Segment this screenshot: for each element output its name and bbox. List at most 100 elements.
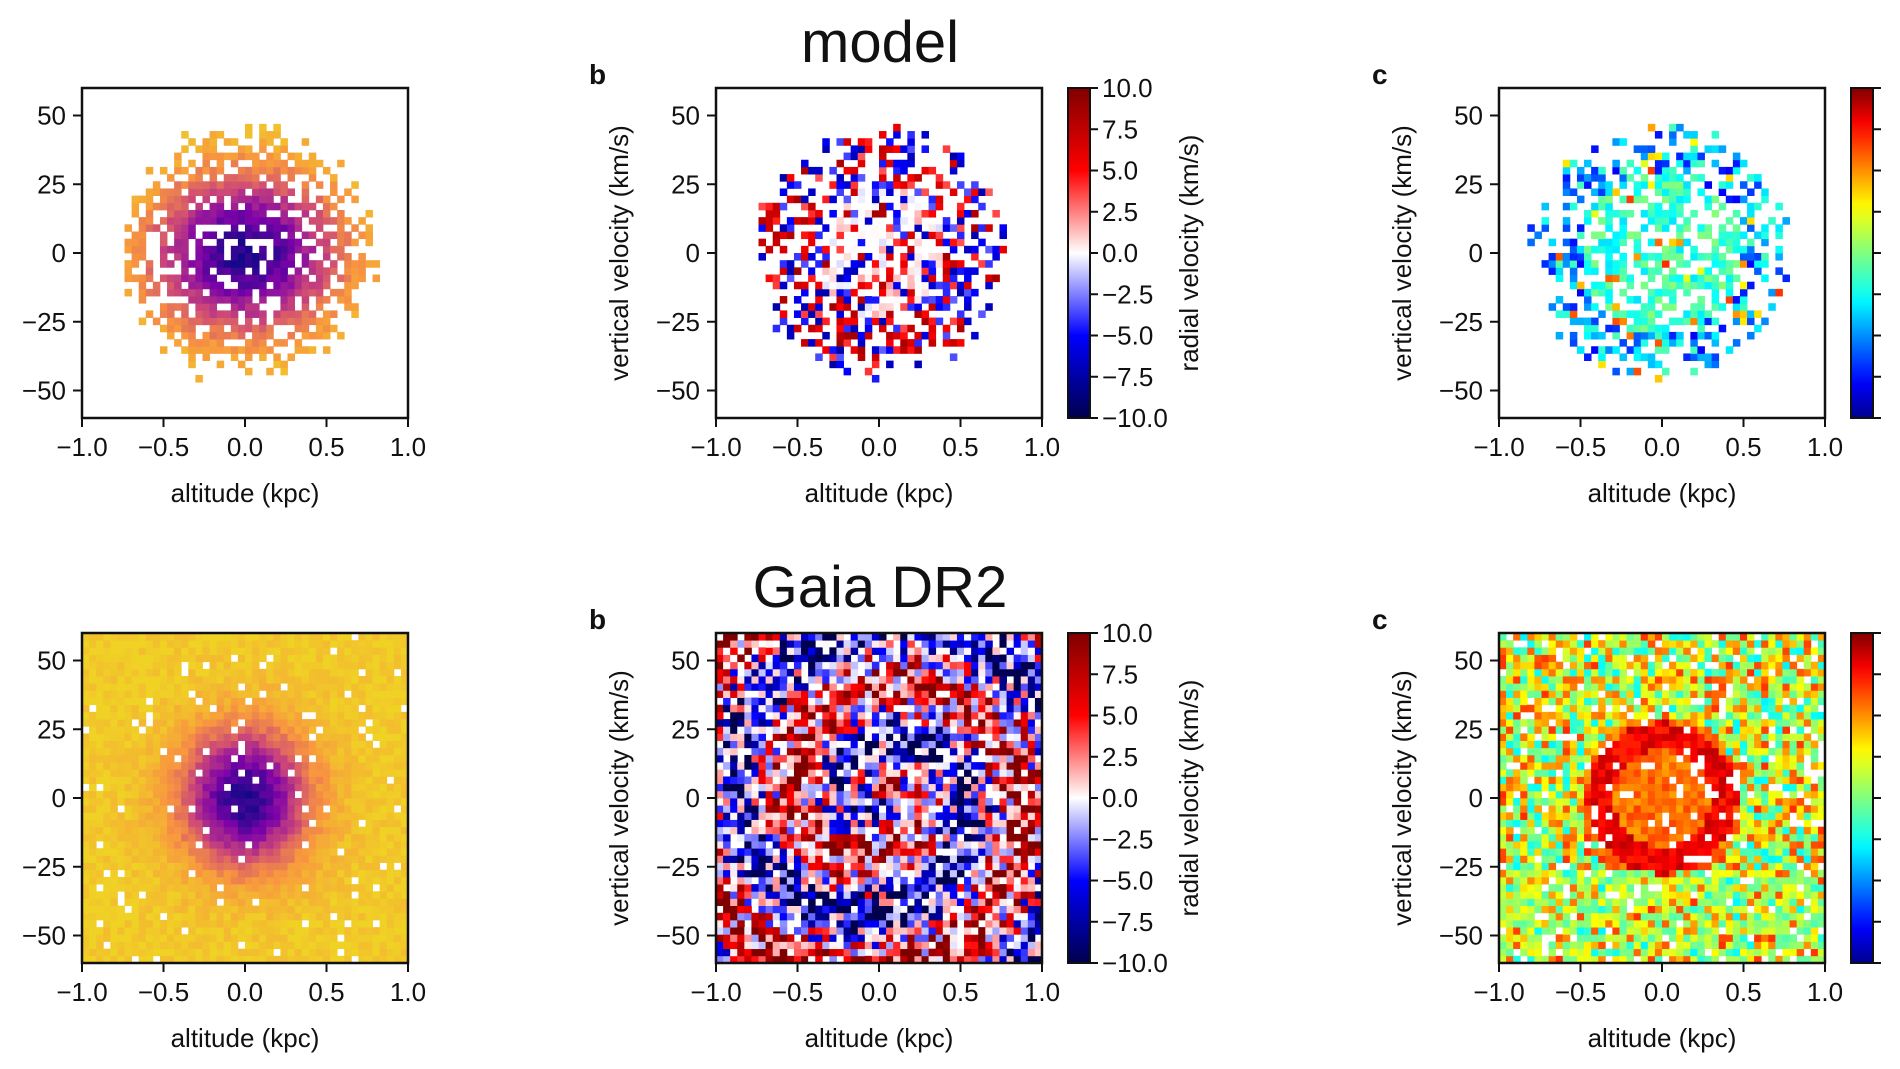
heatmap-cell (1725, 274, 1734, 283)
heatmap-cell (907, 654, 915, 663)
heatmap-cell (893, 762, 901, 770)
heatmap-cell (124, 783, 133, 792)
heatmap-cell (1711, 253, 1720, 261)
heatmap-cell (772, 826, 781, 835)
heatmap-cell (379, 919, 388, 928)
heatmap-cell (216, 317, 225, 326)
heatmap-cell (103, 919, 111, 928)
heatmap-cell (1576, 224, 1585, 232)
heatmap-cell (195, 905, 203, 914)
heatmap-cell (103, 841, 111, 849)
heatmap-cell (822, 288, 830, 297)
heatmap-cell (330, 747, 338, 756)
heatmap-cell (273, 733, 281, 741)
heatmap-cell (167, 754, 175, 763)
heatmap-cell (1732, 166, 1741, 175)
heatmap-cell (1584, 353, 1592, 361)
heatmap-cell (159, 647, 168, 655)
heatmap-cell (850, 676, 859, 684)
heatmap-cell (829, 891, 837, 899)
heatmap-cell (124, 833, 133, 842)
heatmap-cell (372, 747, 381, 756)
heatmap-cell (174, 898, 182, 906)
heatmap-cell (379, 848, 388, 856)
heatmap-cell (1662, 288, 1670, 297)
heatmap-cell (266, 955, 274, 963)
heatmap-cell (1711, 159, 1720, 168)
heatmap-cell (730, 640, 738, 648)
heatmap-cell (843, 195, 852, 204)
heatmap-cell (110, 754, 118, 763)
heatmap-cell (245, 711, 253, 720)
heatmap-cell (245, 353, 253, 361)
heatmap-cell (259, 898, 267, 906)
heatmap-cell (237, 231, 246, 240)
heatmap-cell (209, 633, 218, 641)
heatmap-cell (365, 697, 373, 706)
heatmap-cell (188, 360, 196, 369)
heatmap-cell (96, 754, 104, 763)
heatmap-cell (344, 948, 352, 957)
heatmap-cell (850, 181, 859, 189)
heatmap-cell (322, 798, 331, 806)
heatmap-cell (330, 188, 338, 196)
heatmap-cell (864, 805, 873, 813)
heatmap-cell (145, 841, 154, 849)
heatmap-cell (358, 640, 366, 648)
heatmap-cell (124, 955, 133, 963)
heatmap-cell (266, 224, 274, 232)
heatmap-cell (914, 202, 922, 211)
heatmap-cell (315, 754, 324, 763)
heatmap-cell (223, 812, 232, 820)
heatmap-cell (209, 955, 218, 963)
heatmap-cell (379, 912, 388, 921)
heatmap-cell (1697, 274, 1705, 283)
heatmap-cell (96, 668, 104, 677)
heatmap-cell (1718, 238, 1727, 247)
heatmap-cell (822, 654, 830, 663)
heatmap-cell (110, 668, 118, 677)
heatmap-cell (287, 898, 296, 906)
heatmap-cell (879, 747, 887, 756)
heatmap-cell (124, 884, 133, 892)
heatmap-cell (252, 253, 260, 261)
heatmap-cell (815, 919, 823, 928)
heatmap-cell (1619, 224, 1627, 232)
heatmap-cell (836, 905, 844, 914)
heatmap-cell (850, 668, 859, 677)
heatmap-cell (765, 869, 774, 878)
x-axis-label: altitude (kpc) (805, 478, 954, 508)
heatmap-cell (131, 726, 140, 734)
heatmap-cell (914, 174, 922, 182)
heatmap-cell (167, 798, 175, 806)
heatmap-cell (893, 697, 901, 706)
heatmap-cell (259, 869, 267, 878)
heatmap-cell (843, 762, 852, 770)
heatmap-cell (1605, 288, 1613, 297)
heatmap-cell (928, 166, 937, 175)
heatmap-cell (315, 740, 324, 749)
heatmap-cell (322, 640, 331, 648)
heatmap-cell (89, 733, 97, 741)
heatmap-cell (1548, 267, 1557, 275)
heatmap-cell (110, 719, 118, 727)
heatmap-cell (209, 819, 218, 828)
heatmap-cell (850, 869, 859, 878)
heatmap-cell (829, 812, 837, 820)
heatmap-cell (879, 884, 887, 892)
heatmap-cell (223, 654, 232, 663)
heatmap-cell (386, 862, 395, 871)
heatmap-cell (124, 841, 133, 849)
heatmap-cell (928, 317, 937, 326)
heatmap-cell (358, 754, 366, 763)
heatmap-cell (202, 209, 210, 218)
heatmap-cell (315, 955, 324, 963)
heatmap-cell (744, 798, 752, 806)
heatmap-cell (1690, 339, 1698, 347)
heatmap-cell (195, 676, 203, 684)
heatmap-cell (1732, 231, 1741, 240)
heatmap-cell (252, 862, 260, 871)
heatmap-cell (992, 274, 1000, 283)
heatmap-cell (393, 869, 402, 878)
